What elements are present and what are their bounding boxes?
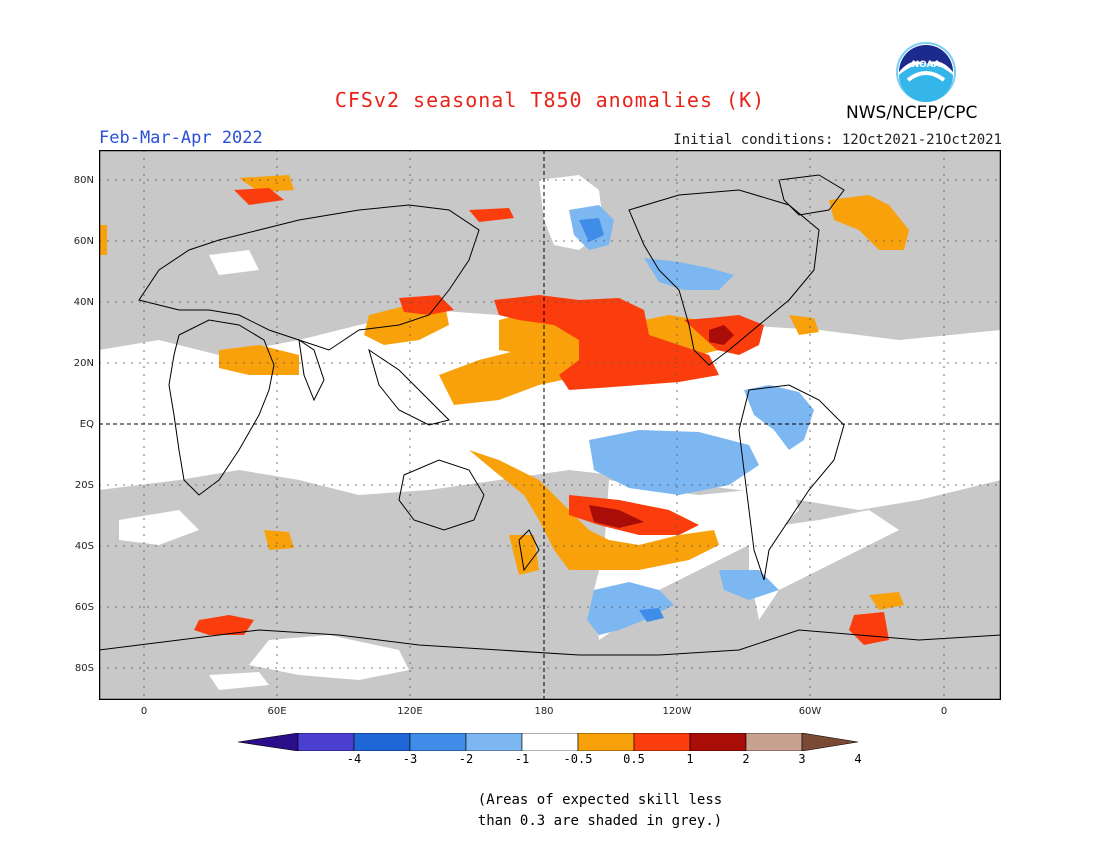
colorbar-high-extend	[801, 733, 859, 751]
initial-conditions-label: Initial conditions: 12Oct2021-21Oct2021	[673, 132, 1002, 148]
coastlines	[99, 174, 1001, 656]
lon-label: 0	[140, 706, 148, 717]
season-label: Feb-Mar-Apr 2022	[99, 128, 263, 148]
neutral-anomaly-regions	[99, 175, 1001, 690]
lat-label: 60S	[74, 602, 94, 613]
colorbar-tick-label: 0.5	[623, 752, 645, 766]
colorbar-segment	[689, 733, 747, 751]
colorbar-segment	[297, 733, 355, 751]
colorbar-segment	[353, 733, 411, 751]
equator-dateline	[99, 150, 1001, 700]
lat-label: 40S	[74, 541, 94, 552]
lat-label: 80S	[74, 663, 94, 674]
agency-label: NWS/NCEP/CPC	[846, 103, 978, 123]
skill-note-line2: than 0.3 are shaded in grey.)	[477, 813, 723, 829]
lat-label: EQ	[79, 419, 94, 430]
colorbar-tick-label: 2	[742, 752, 750, 766]
lat-label: 40N	[73, 297, 94, 308]
colorbar	[238, 733, 859, 751]
moderate-positive-anomaly-regions	[194, 188, 889, 645]
strong-positive-anomaly-regions	[589, 325, 734, 528]
lat-label: 20N	[73, 358, 94, 369]
colorbar-tick-label: -0.5	[563, 752, 593, 766]
colorbar-tick-label: 1	[686, 752, 694, 766]
svg-text:NOAA: NOAA	[912, 60, 941, 70]
colorbar-segment	[745, 733, 803, 751]
colorbar-tick-label: -1	[514, 752, 530, 766]
colorbar-tick-label: -2	[458, 752, 474, 766]
lon-label: 0	[940, 706, 948, 717]
skill-note-line1: (Areas of expected skill less	[477, 792, 723, 808]
colorbar-segment	[577, 733, 635, 751]
lon-label: 60W	[798, 706, 822, 717]
lon-label: 120W	[662, 706, 692, 717]
noaa-logo-icon: NOAA	[896, 42, 956, 102]
colorbar-tick-label: 3	[798, 752, 806, 766]
colorbar-low-extend	[238, 733, 299, 751]
colorbar-segment	[409, 733, 467, 751]
colorbar-tick-label: 4	[854, 752, 862, 766]
lat-label: 80N	[73, 175, 94, 186]
lon-label: 180	[534, 706, 554, 717]
map-title: CFSv2 seasonal T850 anomalies (K)	[334, 88, 766, 112]
map-frame	[99, 150, 1001, 700]
colorbar-segment	[521, 733, 579, 751]
weak-negative-anomaly-regions	[569, 205, 814, 635]
anomaly-map	[99, 150, 1001, 700]
lat-label: 60N	[73, 236, 94, 247]
colorbar-segment	[633, 733, 691, 751]
lon-label: 120E	[397, 706, 423, 717]
colorbar-tick-label: -4	[346, 752, 362, 766]
moderate-negative-anomaly-regions	[579, 218, 664, 622]
lat-label: 20S	[74, 480, 94, 491]
colorbar-segment	[465, 733, 523, 751]
lon-label: 60E	[267, 706, 287, 717]
colorbar-tick-label: -3	[402, 752, 418, 766]
